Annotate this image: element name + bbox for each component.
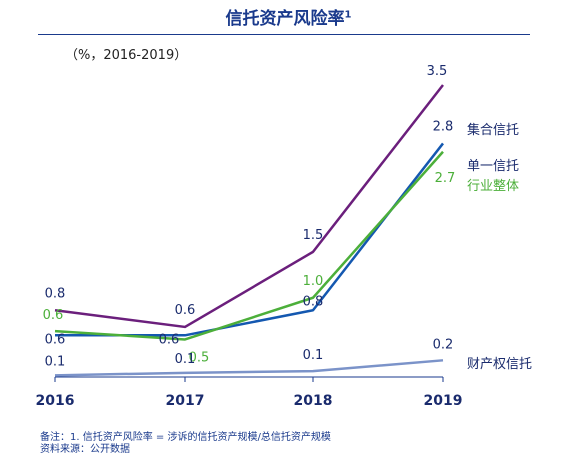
series-name-label: 行业整体: [467, 179, 519, 194]
data-label: 1.0: [303, 274, 324, 289]
series-line: [54, 84, 444, 329]
data-label: 0.6: [45, 332, 66, 347]
x-tick-label: 2017: [166, 393, 205, 409]
series-name-label: 财产权信托: [467, 356, 532, 372]
data-label: 0.1: [45, 354, 66, 369]
chart-title-text: 信托资产风险率: [225, 9, 345, 29]
data-label: 0.5: [189, 350, 210, 365]
data-label: 1.5: [303, 228, 324, 243]
chart-title: 信托资产风险率1: [0, 4, 577, 29]
series-line: [54, 150, 444, 341]
x-tick-label: 2018: [294, 393, 333, 409]
series-line: [55, 142, 444, 337]
data-label: 0.6: [175, 303, 196, 318]
unit-label: （%，2016-2019）: [65, 48, 188, 63]
data-label: 2.7: [435, 171, 456, 186]
x-tick-label: 2016: [36, 393, 75, 409]
series-name-label: 单一信托: [467, 159, 519, 174]
footnote-source: 资料来源：公开数据: [40, 444, 130, 455]
data-label: 0.6: [43, 308, 64, 323]
x-tick-label: 2019: [424, 393, 463, 409]
footnote: 备注：1. 信托资产风险率 = 涉诉的信托资产规模/总信托资产规模 资料来源：公…: [40, 432, 331, 456]
data-label: 0.8: [45, 286, 66, 301]
data-label: 2.8: [433, 119, 454, 134]
data-label: 0.8: [303, 294, 324, 309]
footnote-note: 备注：1. 信托资产风险率 = 涉诉的信托资产规模/总信托资产规模: [40, 432, 331, 443]
title-rule: [38, 34, 530, 35]
series-line: [54, 359, 444, 377]
series-name-label: 集合信托: [467, 122, 519, 138]
data-label: 0.6: [159, 332, 180, 347]
data-label: 0.1: [303, 348, 324, 363]
title-footnote-marker: 1: [344, 9, 352, 21]
data-label: 3.5: [427, 64, 448, 79]
data-label: 0.1: [175, 352, 196, 367]
data-label: 0.2: [433, 337, 454, 352]
